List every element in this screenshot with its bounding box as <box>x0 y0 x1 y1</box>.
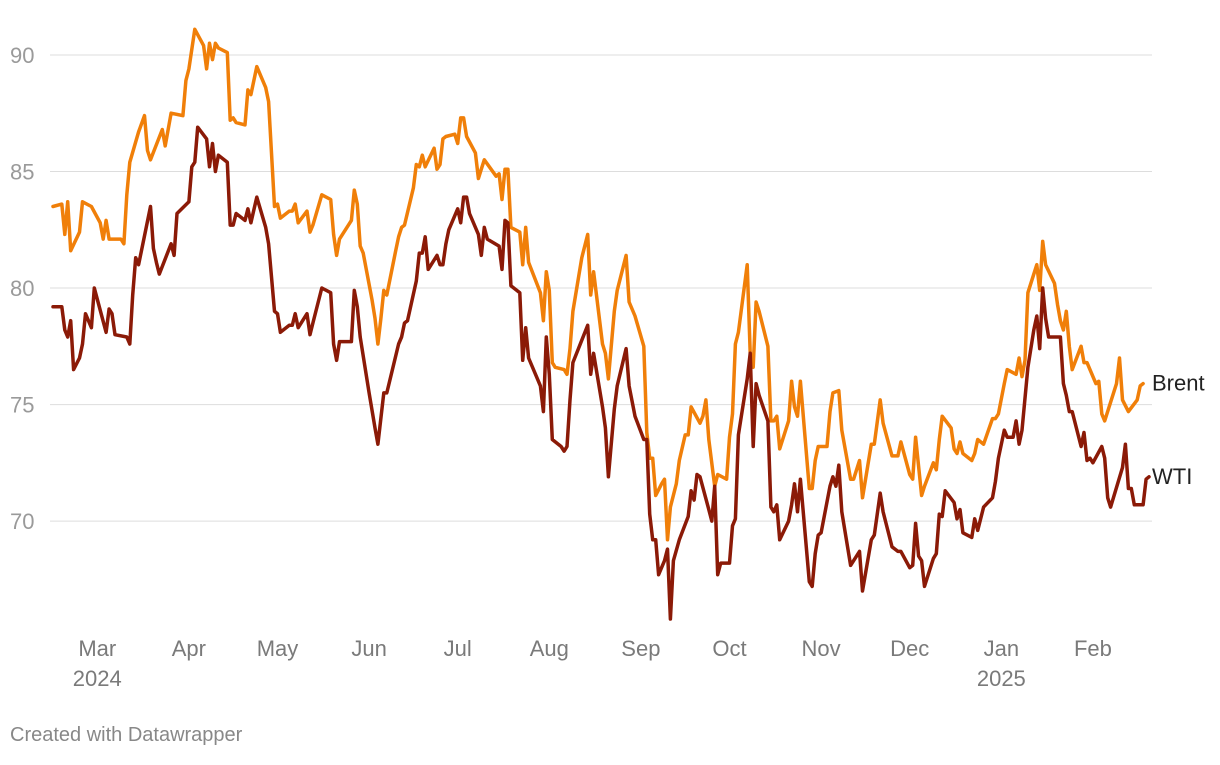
y-tick-label: 85 <box>10 160 34 185</box>
x-axis: Mar 2024 Apr May Jun Jul Aug Sep Oct Nov Dec Jan 202… <box>73 636 1112 691</box>
y-tick-label: 70 <box>10 509 34 534</box>
x-tick-label: Nov <box>802 636 841 661</box>
x-tick-label: Sep <box>621 636 660 661</box>
series-line-brent <box>51 27 1145 542</box>
x-tick-label: Dec <box>890 636 929 661</box>
series-line-wti <box>51 125 1151 621</box>
series-label-wti: WTI <box>1152 464 1192 489</box>
series-lines <box>51 27 1151 621</box>
y-tick-label: 80 <box>10 276 34 301</box>
x-tick-label: Jun <box>351 636 386 661</box>
x-tick-label: May <box>257 636 299 661</box>
credit-text: Created with Datawrapper <box>10 724 243 746</box>
x-tick-label: Oct <box>712 636 746 661</box>
x-tick-label: Jul <box>444 636 472 661</box>
x-tick-label: Aug <box>530 636 569 661</box>
y-axis: 70 75 80 85 90 <box>10 43 34 534</box>
x-tick-label: Apr <box>172 636 206 661</box>
x-tick-label: Mar <box>78 636 116 661</box>
series-labels: Brent WTI <box>1152 371 1205 489</box>
x-tick-label: Feb <box>1074 636 1112 661</box>
x-tick-year-label: 2024 <box>73 666 122 691</box>
x-tick-label: Jan <box>984 636 1019 661</box>
y-tick-label: 90 <box>10 43 34 68</box>
y-tick-label: 75 <box>10 393 34 418</box>
series-label-brent: Brent <box>1152 371 1205 396</box>
x-tick-year-label: 2025 <box>977 666 1026 691</box>
gridlines <box>50 54 1152 522</box>
